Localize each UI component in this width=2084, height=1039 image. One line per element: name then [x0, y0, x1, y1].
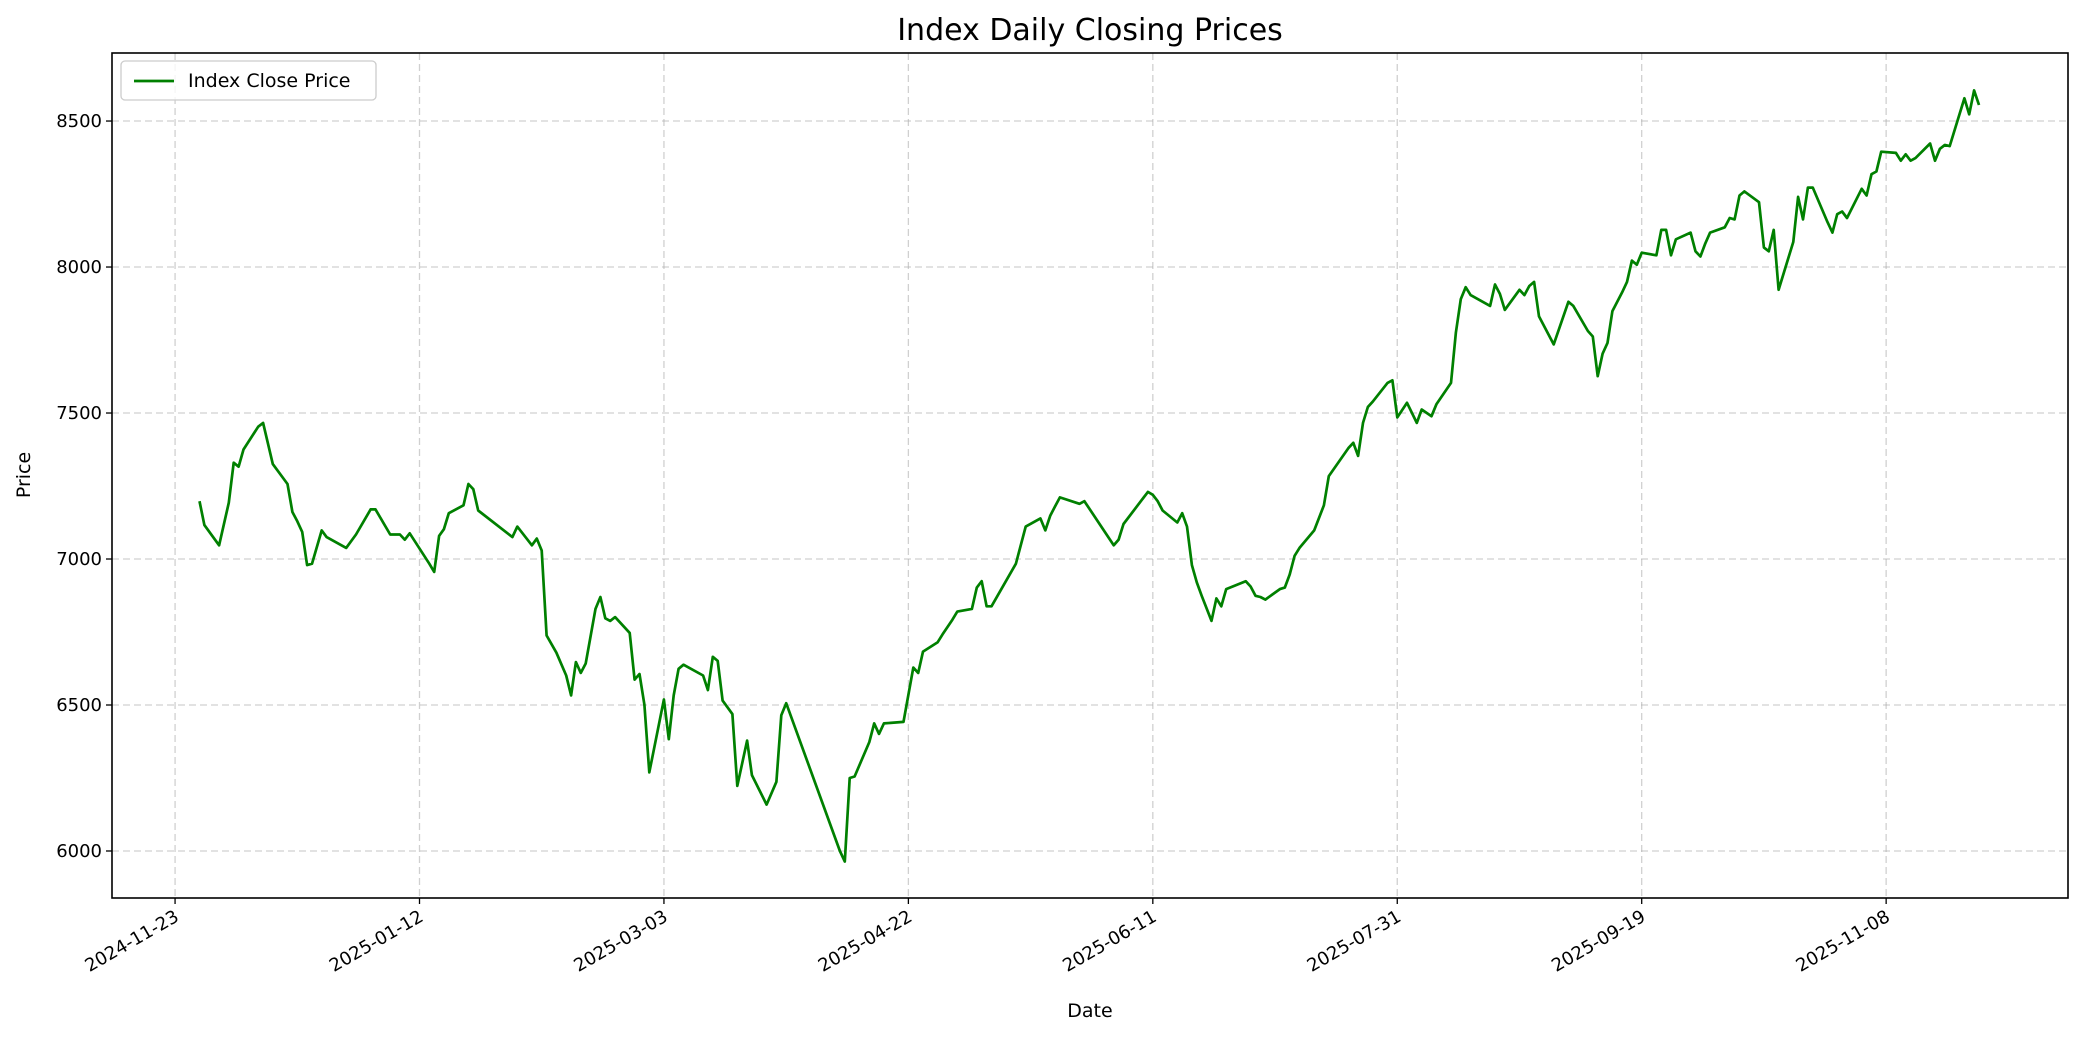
y-tick-label: 7500 — [56, 403, 102, 424]
grid-lines — [112, 53, 2068, 898]
legend-label: Index Close Price — [188, 70, 351, 92]
y-tick-label: 6500 — [56, 695, 102, 716]
chart-title: Index Daily Closing Prices — [897, 13, 1283, 48]
series-group — [198, 89, 1981, 863]
y-tick-label: 8500 — [56, 111, 102, 132]
plot-frame — [111, 52, 2069, 899]
x-axis-label: Date — [1067, 1000, 1112, 1022]
legend-box — [120, 60, 377, 101]
y-tick-label: 8000 — [56, 257, 102, 278]
y-tick-label: 7000 — [56, 549, 102, 570]
y-axis-label: Price — [13, 452, 35, 498]
y-tick-label: 6000 — [56, 841, 102, 862]
series-line-index-close-price — [198, 89, 1981, 863]
legend: Index Close Price — [120, 60, 377, 101]
y-axis-ticks: 6000 6500 7000 7500 8000 8500 — [56, 111, 112, 862]
